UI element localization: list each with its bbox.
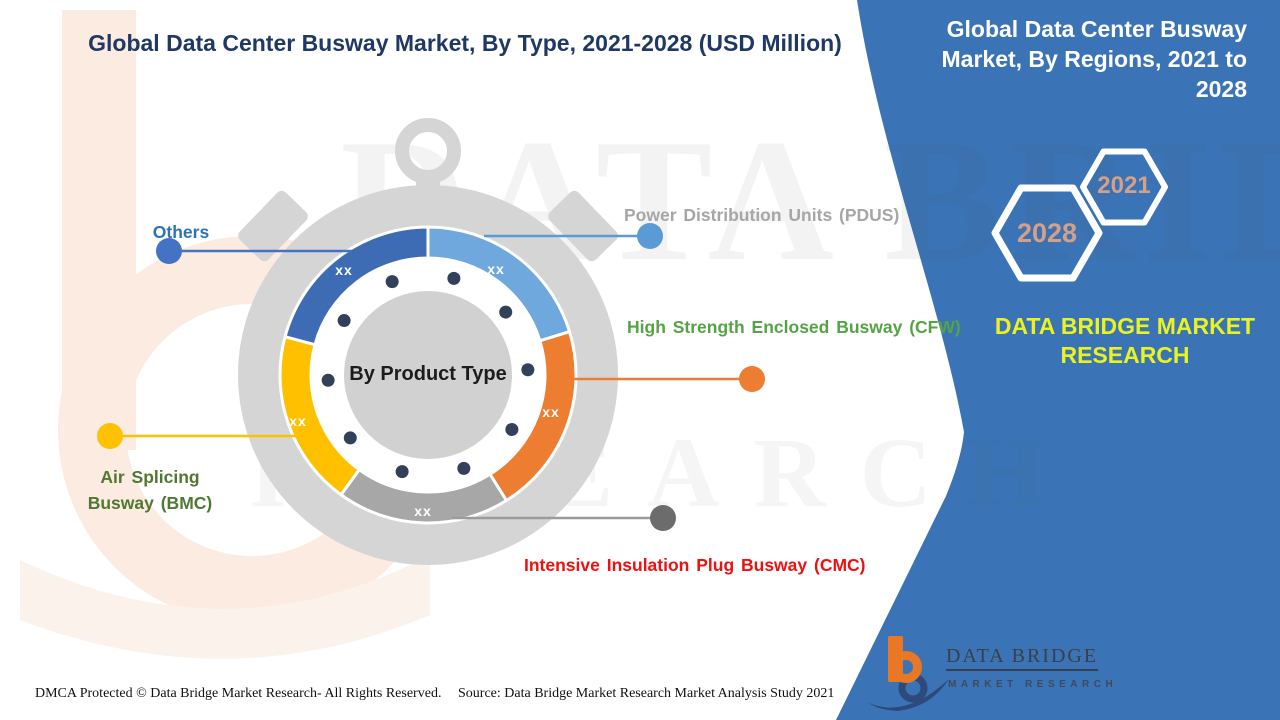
legend-dot-others [156, 238, 182, 264]
segment-value-cmc: xx [414, 503, 432, 519]
logo-swoosh [869, 679, 949, 711]
segment-value-cfw: xx [542, 404, 560, 420]
donut-center-label: By Product Type [349, 363, 507, 385]
legend-connectors [97, 223, 765, 531]
tick-dot [499, 305, 513, 319]
tick-dot [505, 422, 519, 436]
footer-source: Source: Data Bridge Market Research Mark… [458, 686, 835, 701]
page-title: Global Data Center Busway Market, By Typ… [88, 30, 842, 56]
logo-orange-bowl [890, 651, 922, 683]
tick-dot [447, 271, 461, 285]
hexagon-2021-outline [1080, 148, 1168, 226]
tick-dot [321, 373, 335, 387]
hexagon-year-2021: 2021 [1097, 172, 1151, 199]
tick-dot [385, 275, 399, 289]
dbmr-logo-icon [869, 636, 949, 711]
legend-dot-cmc [650, 505, 676, 531]
legend-label-others: Others [152, 222, 210, 242]
tick-dot [343, 431, 357, 445]
stopwatch-left-button [238, 190, 308, 262]
tick-dot [521, 363, 535, 377]
logo-subtitle-text: MARKET RESEARCH [948, 679, 1118, 690]
legend-label-pdus: Power Distribution Units (PDUS) [624, 205, 900, 225]
blue-panel-background [836, 0, 1280, 720]
tick-dot [337, 314, 351, 328]
legend-dot-pdus [637, 223, 663, 249]
segment-value-others: xx [335, 262, 353, 278]
brand-wordmark: DATA BRIDGE MARKET RESEARCH [994, 313, 1256, 368]
legend-dot-cfw [739, 366, 765, 392]
right-panel-title: Global Data Center Busway Market, By Reg… [941, 16, 1248, 102]
footer-copyright: DMCA Protected © Data Bridge Market Rese… [35, 686, 442, 701]
segment-value-bmc: xx [289, 413, 307, 429]
legend-label-cmc: Intensive Insulation Plug Busway (CMC) [524, 555, 866, 575]
dial-tick-dots [321, 271, 535, 479]
stopwatch-center-disc [344, 291, 512, 459]
logo-name-text: DATA BRIDGE [946, 645, 1099, 671]
stopwatch-right-button [548, 190, 618, 262]
segment-value-pdus: xx [487, 261, 505, 277]
hexagon-2028-outline [991, 184, 1103, 282]
tick-dot [457, 461, 471, 475]
donut-segments [278, 225, 578, 525]
legend-dot-bmc [97, 423, 123, 449]
legend-label-bmc: Air Splicing Busway (BMC) [87, 467, 213, 514]
hexagon-year-2028: 2028 [1016, 218, 1078, 248]
segment-others [283, 225, 430, 347]
legend-label-cfw: High Strength Enclosed Busway (CFW) [627, 317, 961, 337]
tick-dot [395, 465, 409, 479]
